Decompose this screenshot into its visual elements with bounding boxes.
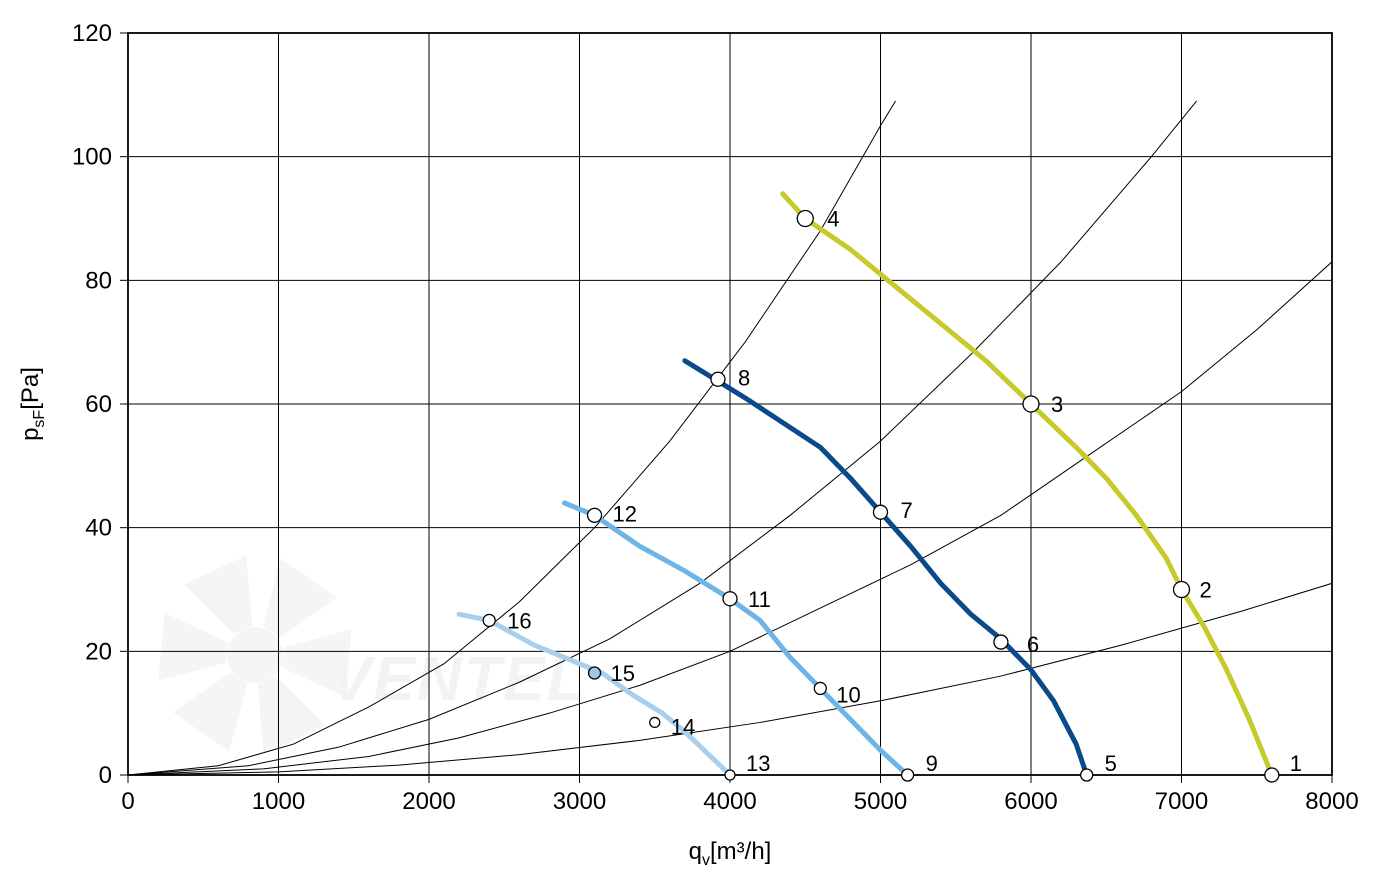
operating-point-6 bbox=[994, 635, 1008, 649]
x-tick-label: 6000 bbox=[1004, 788, 1057, 815]
x-axis-label: qv[m³/h] bbox=[689, 838, 772, 869]
y-tick-label: 0 bbox=[99, 762, 112, 789]
operating-point-9 bbox=[902, 769, 914, 781]
operating-point-14 bbox=[650, 717, 660, 727]
operating-point-13 bbox=[725, 770, 735, 780]
x-tick-label: 8000 bbox=[1305, 788, 1358, 815]
operating-point-label-5: 5 bbox=[1105, 751, 1117, 776]
operating-point-label-11: 11 bbox=[748, 587, 771, 612]
x-tick-label: 4000 bbox=[703, 788, 756, 815]
x-tick-label: 1000 bbox=[252, 788, 305, 815]
operating-point-2 bbox=[1174, 582, 1190, 598]
operating-point-label-2: 2 bbox=[1200, 578, 1212, 603]
operating-point-label-8: 8 bbox=[738, 365, 750, 390]
operating-point-label-6: 6 bbox=[1027, 632, 1039, 657]
operating-point-12 bbox=[588, 508, 602, 522]
operating-point-label-15: 15 bbox=[611, 661, 635, 686]
svg-text:VENTEL: VENTEL bbox=[330, 645, 587, 714]
operating-point-label-14: 14 bbox=[671, 714, 695, 739]
operating-point-8 bbox=[711, 372, 725, 386]
y-tick-label: 20 bbox=[85, 638, 112, 665]
x-tick-label: 7000 bbox=[1155, 788, 1208, 815]
y-tick-label: 80 bbox=[85, 267, 112, 294]
operating-point-label-16: 16 bbox=[507, 608, 531, 633]
operating-point-label-10: 10 bbox=[836, 682, 860, 707]
fan-curve-chart: VENTEL 0 1000 2000 3000 4000 5000 6000 7000 8000 0… bbox=[0, 0, 1385, 871]
x-tick-label: 3000 bbox=[553, 788, 606, 815]
operating-point-3 bbox=[1023, 396, 1039, 412]
y-tick-label: 100 bbox=[72, 144, 112, 171]
operating-point-label-9: 9 bbox=[926, 751, 938, 776]
x-tick-label: 0 bbox=[121, 788, 134, 815]
operating-point-label-1: 1 bbox=[1290, 751, 1302, 776]
y-tick-label: 120 bbox=[72, 20, 112, 47]
operating-point-4 bbox=[797, 211, 813, 227]
operating-point-15 bbox=[589, 667, 601, 679]
operating-point-5 bbox=[1081, 769, 1093, 781]
operating-point-7 bbox=[874, 505, 888, 519]
x-tick-label: 5000 bbox=[854, 788, 907, 815]
x-tick-label: 2000 bbox=[402, 788, 455, 815]
operating-point-label-12: 12 bbox=[613, 501, 637, 526]
operating-point-label-13: 13 bbox=[746, 751, 770, 776]
y-axis-label: psF[Pa] bbox=[17, 367, 48, 441]
operating-point-1 bbox=[1265, 768, 1279, 782]
operating-point-label-4: 4 bbox=[827, 207, 839, 232]
chart-container: VENTEL 0 1000 2000 3000 4000 5000 6000 7000 8000 0… bbox=[0, 0, 1385, 871]
y-tick-label: 40 bbox=[85, 515, 112, 542]
operating-point-label-7: 7 bbox=[901, 498, 913, 523]
operating-point-10 bbox=[814, 682, 826, 694]
operating-point-16 bbox=[483, 614, 495, 626]
y-tick-label: 60 bbox=[85, 391, 112, 418]
operating-point-label-3: 3 bbox=[1051, 392, 1063, 417]
operating-point-11 bbox=[723, 592, 737, 606]
